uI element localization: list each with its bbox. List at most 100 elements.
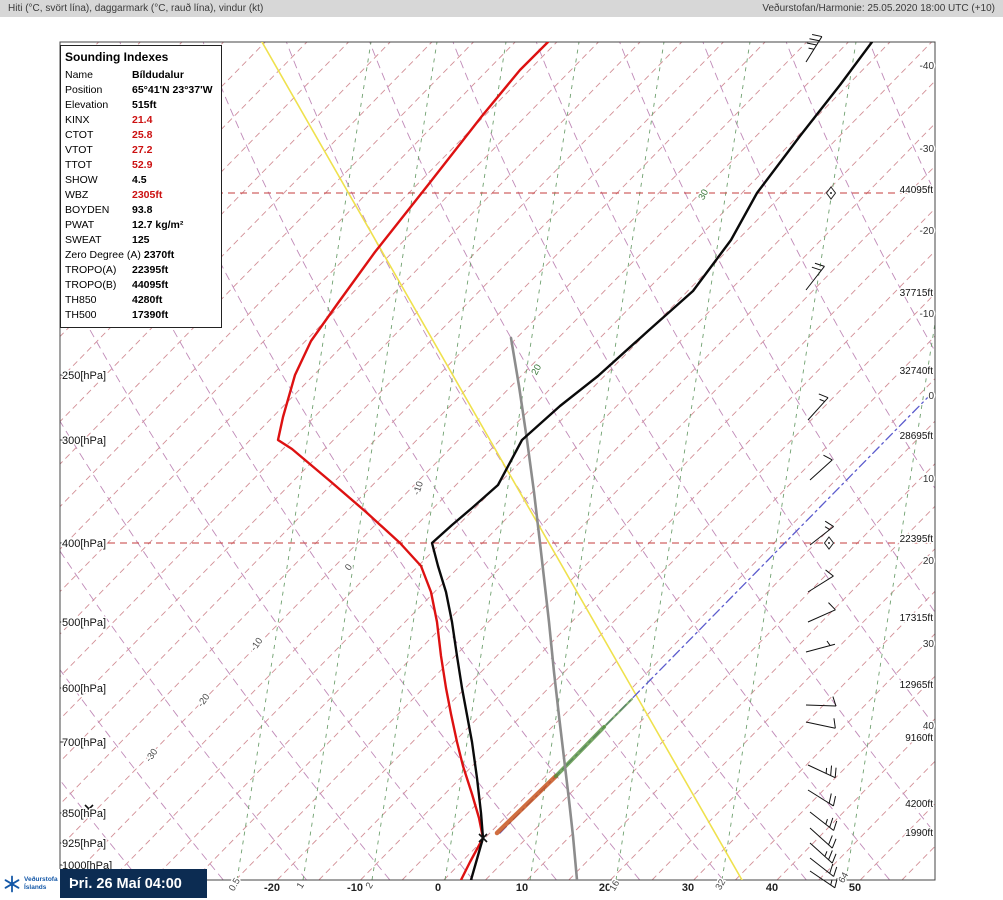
wind-barb-full <box>823 454 833 461</box>
wind-barb-full <box>828 835 833 845</box>
sounding-indexes-panel: Sounding Indexes Name Bíldudalur Position 6… <box>60 45 222 328</box>
wind-barb-full <box>811 266 822 271</box>
wind-barb-full <box>833 866 838 877</box>
wind-barb-half <box>825 818 828 825</box>
wind-barb-full <box>832 796 837 807</box>
index-rows: Name Bíldudalur Position 65°41'N 23°37'W Ele… <box>61 68 221 323</box>
right-temp-label: 40 <box>923 721 935 732</box>
index-label: Name <box>65 69 94 81</box>
index-row-elevation: Elevation 515ft <box>61 98 221 113</box>
index-label: TTOT <box>65 159 93 171</box>
altitude-label: 12965ft <box>900 680 934 691</box>
index-value: 22395ft <box>132 264 169 276</box>
rotated-grid-label: 0.5 <box>227 876 243 893</box>
wind-barb-full <box>832 696 837 707</box>
bottom-temp-label: 10 <box>516 882 528 894</box>
wind-barb-full <box>809 38 820 42</box>
right-temp-label: 10 <box>923 474 935 485</box>
index-row-zero-degree-a-: Zero Degree (A) 2370ft <box>61 248 221 263</box>
altitude-label: 17315ft <box>900 613 934 624</box>
index-label: Zero Degree (A) <box>65 249 141 261</box>
markers <box>84 186 837 843</box>
pressure-axis-label: 925[hPa] <box>62 838 106 850</box>
index-row-ttot: TTOT 52.9 <box>61 158 221 173</box>
wind-barb-full <box>818 393 829 399</box>
x-marker <box>84 804 94 814</box>
index-value: 21.4 <box>132 114 153 126</box>
index-label: TROPO(B) <box>65 279 117 291</box>
right-temp-label: 20 <box>923 556 935 567</box>
wind-barb-full <box>829 863 834 874</box>
rotated-grid-label: -10 <box>411 480 426 496</box>
vedurstofa-logo-icon <box>4 875 20 892</box>
index-value: 2305ft <box>132 189 163 201</box>
wind-barb-full <box>828 602 836 611</box>
index-value: 17390ft <box>132 309 169 321</box>
wind-barb-half <box>824 526 830 531</box>
index-row-tropo-b-: TROPO(B) 44095ft <box>61 278 221 293</box>
altitude-label: 4200ft <box>905 799 933 810</box>
wind-barb-full <box>806 42 817 46</box>
pressure-axis-label: 300[hPa] <box>62 435 106 447</box>
index-value: Bíldudalur <box>132 69 184 81</box>
index-label: SWEAT <box>65 234 102 246</box>
dewpoint-red <box>276 42 550 880</box>
index-label: CTOT <box>65 129 94 141</box>
wind-barb-stem <box>809 811 834 831</box>
wind-barb-half <box>824 851 828 857</box>
wind-barb-stem <box>809 870 836 889</box>
index-label: KINX <box>65 114 90 126</box>
diamond-dot <box>830 192 832 194</box>
altitude-label: 32740ft <box>900 366 934 377</box>
index-label: TH500 <box>65 309 97 321</box>
index-label: VTOT <box>65 144 93 156</box>
index-label: Position <box>65 84 103 96</box>
wind-barb-stem <box>805 721 836 729</box>
wind-profile-gray <box>509 336 579 880</box>
vedurstofa-logo: Veðurstofa Íslands <box>0 869 60 898</box>
right-temp-label: 0 <box>928 391 934 402</box>
index-row-kinx: KINX 21.4 <box>61 113 221 128</box>
right-temp-label: -10 <box>920 309 935 320</box>
altitude-label: 44095ft <box>900 185 934 196</box>
wind-barb-full <box>812 33 823 38</box>
rotated-grid-label: 2 <box>364 881 376 891</box>
altitude-label: 1990ft <box>905 828 933 839</box>
wind-barb-stem <box>805 704 836 707</box>
bottom-temp-label: 50 <box>849 882 861 894</box>
bottom-temp-label: 30 <box>682 882 694 894</box>
wind-barb-stem <box>807 575 834 593</box>
pressure-axis-label: 850[hPa] <box>62 808 106 820</box>
wind-barb-full <box>831 838 837 849</box>
wind-barb-stem <box>809 459 833 481</box>
rotated-grid-label: -20 <box>196 692 213 710</box>
wind-barb-full <box>829 817 834 828</box>
right-temp-label: 30 <box>923 639 935 650</box>
wind-barb-half <box>819 398 825 402</box>
right-temp-label: -30 <box>920 144 935 155</box>
right-temp-label: -40 <box>920 61 935 72</box>
pressure-axis-label: 600[hPa] <box>62 683 106 695</box>
index-label: TH850 <box>65 294 97 306</box>
datetime-label: Þri. 26 Maí 04:00 <box>69 875 182 892</box>
wind-barb-full <box>833 718 836 729</box>
bottom-temp-label: -10 <box>347 882 363 894</box>
wind-barb-stem <box>807 609 836 623</box>
index-label: Elevation <box>65 99 109 111</box>
index-value: 515ft <box>132 99 157 111</box>
pressure-axis-label: 400[hPa] <box>62 538 106 550</box>
wind-barb-stem <box>807 764 836 779</box>
pressure-axis-label: 250[hPa] <box>62 370 106 382</box>
header-bar: Hiti (°C, svört lína), daggarmark (°C, r… <box>0 0 1003 17</box>
index-value: 52.9 <box>132 159 153 171</box>
index-row-ctot: CTOT 25.8 <box>61 128 221 143</box>
index-row-name: Name Bíldudalur <box>61 68 221 83</box>
axis-labels: 250[hPa] 300[hPa] 400[hPa] 500[hPa] 600[hPa]… <box>60 60 936 896</box>
yellow-adiabat <box>261 42 743 880</box>
index-row-position: Position 65°41'N 23°37'W <box>61 83 221 98</box>
header-legend-label: Hiti (°C, svört lína), daggarmark (°C, r… <box>8 3 264 14</box>
wind-barb-half <box>830 879 833 886</box>
index-value: 44095ft <box>132 279 169 291</box>
